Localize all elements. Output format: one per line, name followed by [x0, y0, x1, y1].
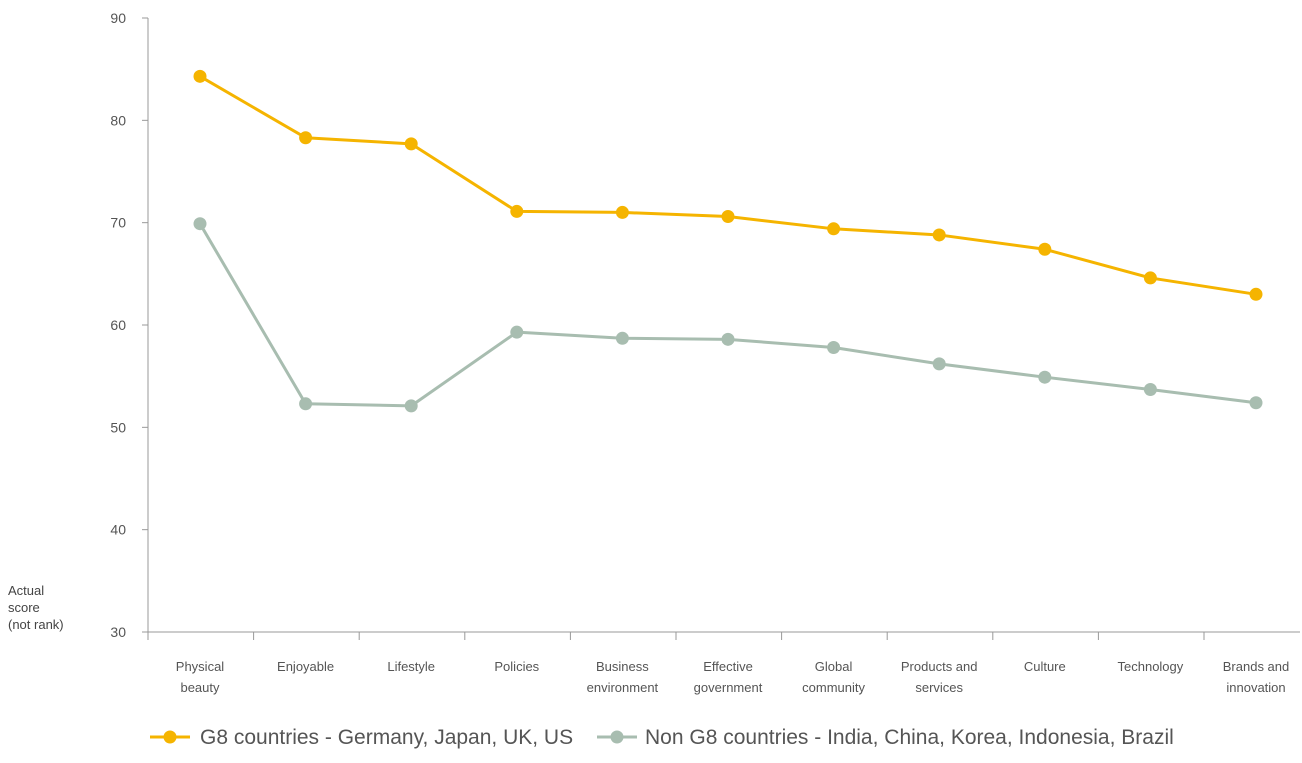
data-point	[299, 397, 313, 411]
x-tick-label: Global community	[802, 659, 865, 695]
y-tick-label: 70	[110, 215, 126, 231]
data-point	[827, 222, 841, 236]
data-point	[932, 357, 946, 371]
x-tick-label: Enjoyable	[277, 659, 334, 674]
series-line-2	[198, 222, 1257, 408]
data-point	[1249, 287, 1263, 301]
y-tick-label: 30	[110, 624, 126, 640]
y-axis-ticks: 30 40 50 60 70 80 90	[110, 10, 148, 640]
y-tick-label: 40	[110, 522, 126, 538]
series-lines	[198, 75, 1257, 408]
data-point	[299, 131, 313, 145]
axes	[147, 18, 1300, 633]
y-axis-label: Actual score (not rank)	[8, 583, 64, 632]
x-tick-label: Physical beauty	[176, 659, 225, 695]
x-tick-label: Culture	[1024, 659, 1066, 674]
x-tick-label: Effective government	[694, 659, 763, 695]
data-point	[615, 331, 629, 345]
series-points	[193, 69, 1263, 413]
data-point	[510, 325, 524, 339]
data-point	[1038, 242, 1052, 256]
x-tick-label: Brands and innovation	[1223, 659, 1290, 695]
data-point	[193, 217, 207, 231]
series-line-1	[199, 75, 1257, 296]
x-tick-label: Technology	[1118, 659, 1184, 674]
legend: G8 countries - Germany, Japan, UK, US Non…	[150, 726, 1174, 749]
data-point	[404, 137, 418, 151]
y-tick-label: 50	[110, 419, 126, 435]
x-tick-label: Business environment	[587, 659, 659, 695]
data-point	[721, 210, 735, 224]
data-point	[932, 228, 946, 242]
data-point	[510, 204, 524, 218]
legend-marker	[163, 730, 177, 744]
x-tick-label: Lifestyle	[387, 659, 435, 674]
legend-marker	[610, 730, 624, 744]
x-tick-label: Policies	[494, 659, 539, 674]
data-point	[1143, 382, 1157, 396]
y-tick-label: 90	[110, 10, 126, 26]
y-axis-title: Actual score (not rank)	[8, 583, 64, 632]
x-axis-ticks: Physical beauty Enjoyable Lifestyle Policies…	[147, 632, 1290, 695]
data-point	[1038, 370, 1052, 384]
legend-label: Non G8 countries - India, China, Korea, …	[645, 726, 1174, 749]
data-point	[1249, 396, 1263, 410]
y-tick-label: 80	[110, 112, 126, 128]
data-point	[193, 69, 207, 83]
data-point	[615, 205, 629, 219]
data-point	[827, 341, 841, 355]
x-tick-label: Products and services	[901, 659, 978, 695]
y-tick-label: 60	[110, 317, 126, 333]
data-point	[721, 332, 735, 346]
data-point	[1143, 271, 1157, 285]
data-point	[404, 399, 418, 413]
legend-label: G8 countries - Germany, Japan, UK, US	[200, 726, 573, 749]
